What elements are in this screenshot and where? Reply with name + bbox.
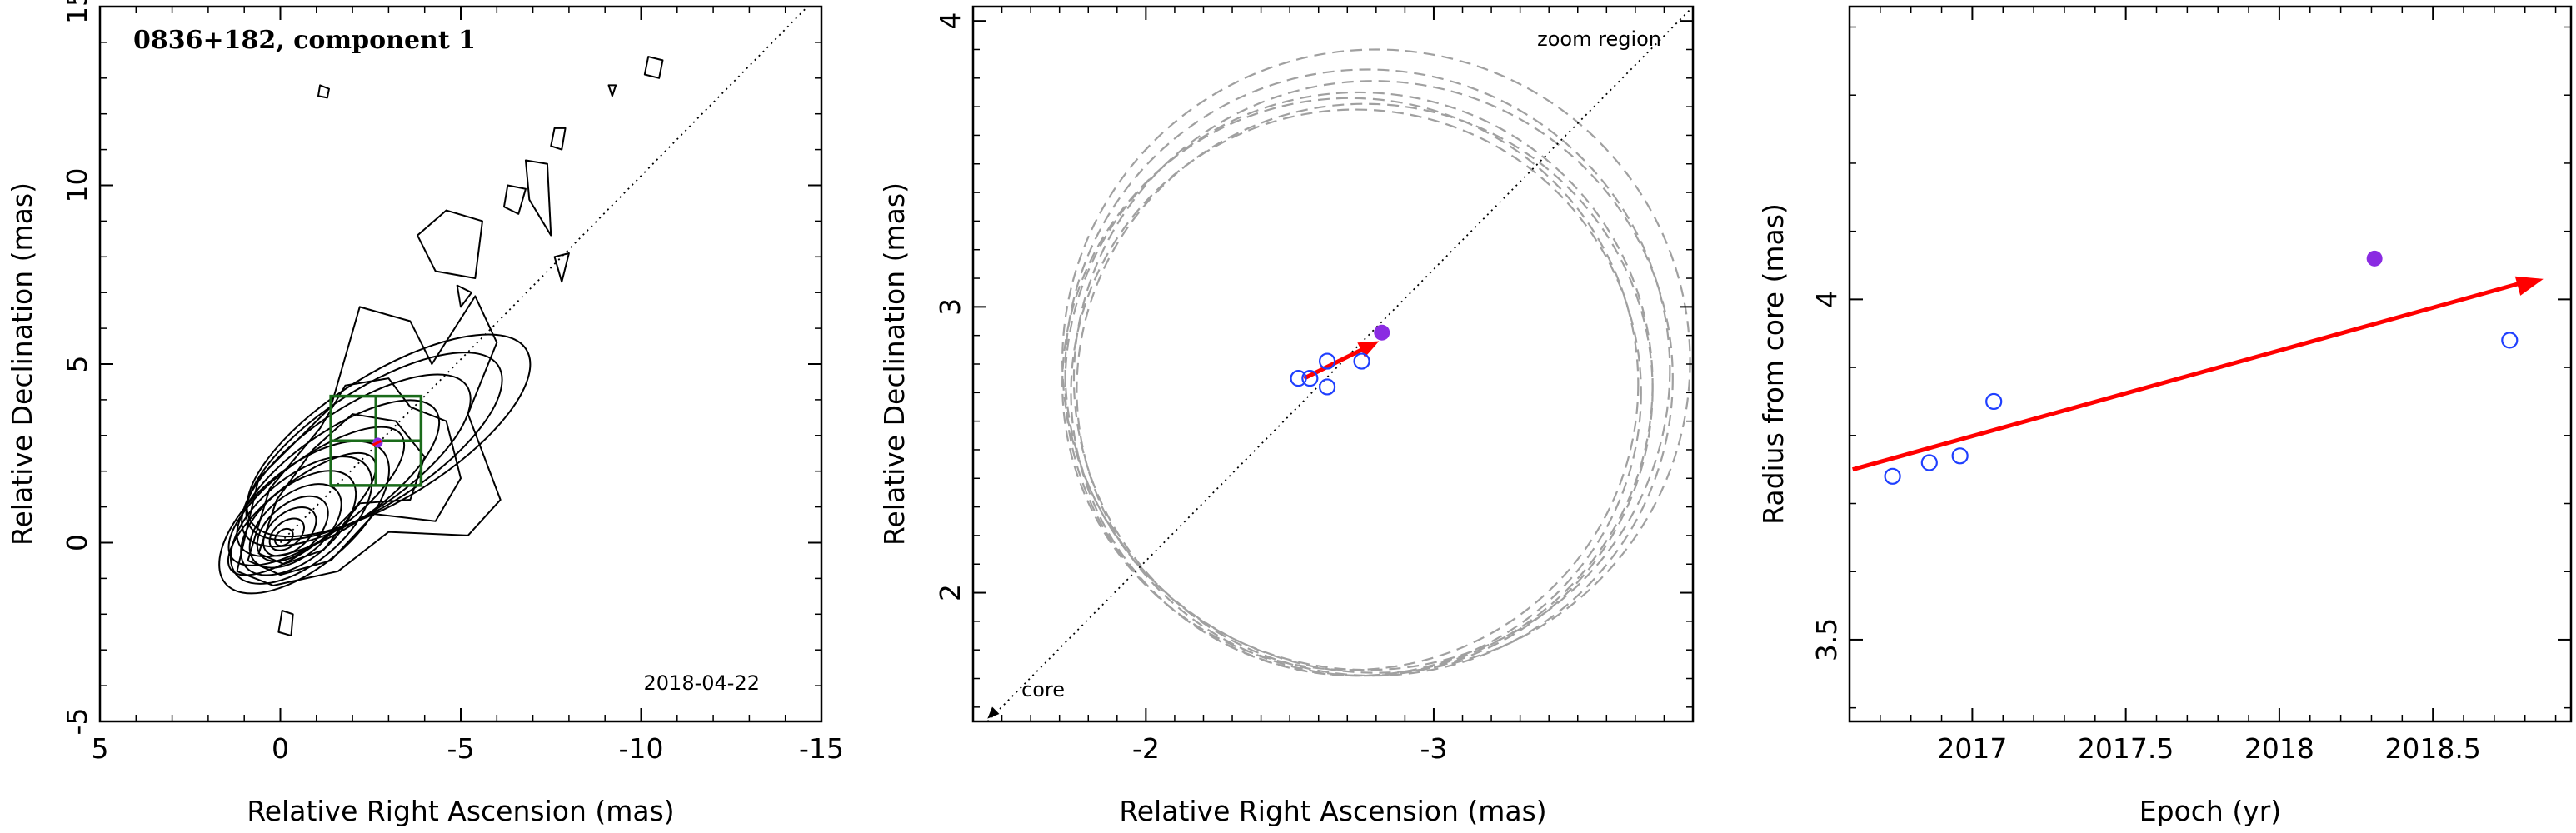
y-tick-label: 2: [934, 584, 966, 601]
contour-island: [550, 127, 567, 151]
x-tick-label: -2: [1132, 732, 1160, 765]
y-tick-label: 5: [61, 356, 93, 373]
position-point: [1290, 370, 1307, 387]
radius-point: [1951, 447, 1969, 465]
plot-frame: [1848, 5, 2573, 723]
uncertainty-circle: [1070, 108, 1642, 677]
zoom-panel: -2 -3 2 3 4 zoom region core Relative Right …: [878, 5, 1695, 827]
position-point: [1301, 370, 1319, 387]
x-tick-label: -5: [447, 732, 475, 765]
core-direction-label: core: [1021, 678, 1065, 701]
x-tick-label: 2017: [1937, 732, 2007, 765]
core-direction-arrowhead: [987, 706, 1000, 719]
epoch-date-label: 2018-04-22: [644, 671, 760, 695]
uncertainty-circle: [1064, 68, 1671, 671]
trend-arrowhead: [2514, 276, 2544, 296]
contour-map-panel: 5 0 -5 -10 -15 -5 0 5 10 15 0836+182, component 1…: [6, 0, 844, 827]
current-epoch-point: [1374, 324, 1390, 341]
x-tick-label: 2017.5: [2078, 732, 2174, 765]
x-tick-label: -3: [1420, 732, 1448, 765]
position-point: [1353, 352, 1370, 370]
contour-line: [262, 506, 317, 557]
contour-island: [643, 56, 664, 79]
y-tick-label: 3: [934, 298, 966, 316]
x-axis-label: Relative Right Ascension (mas): [1119, 795, 1546, 827]
contour-island: [502, 184, 527, 215]
radius-point: [1884, 467, 1901, 485]
radius-point: [1920, 454, 1938, 471]
x-tick-label: -15: [799, 732, 844, 765]
x-tick-label: 2018: [2244, 732, 2314, 765]
contour-line: [241, 373, 472, 548]
zoom-region-label: zoom region: [1537, 27, 1661, 51]
y-tick-label: 4: [1810, 291, 1843, 308]
contour-island: [277, 610, 294, 637]
jet-axis-line: [279, 7, 809, 544]
plot-frame: [98, 5, 823, 723]
contour-island: [317, 84, 330, 99]
uncertainty-circle: [1061, 48, 1691, 674]
contour-line: [245, 352, 503, 541]
x-tick-label: 0: [272, 732, 289, 765]
radius-point: [1985, 392, 2003, 411]
chart-title: 0836+182, component 1: [133, 26, 476, 55]
trend-line: [1852, 279, 2528, 472]
contour-line: [236, 295, 502, 586]
y-tick-label: 10: [61, 168, 93, 203]
radius-vs-epoch-panel: 2017 2017.5 2018 2018.5 3.5 4 Epoch (yr) Radi…: [1757, 5, 2573, 827]
x-axis-label: Relative Right Ascension (mas): [247, 795, 674, 827]
radius-point: [2501, 332, 2519, 349]
y-axis-label: Relative Declination (mas): [6, 182, 38, 546]
x-tick-label: 5: [92, 732, 109, 765]
uncertainty-circle: [1061, 97, 1640, 671]
contour-island: [417, 209, 483, 280]
y-tick-label: -5: [61, 708, 93, 736]
y-axis-label: Radius from core (mas): [1757, 203, 1790, 525]
contour-line: [247, 377, 462, 576]
y-tick-label: 0: [61, 534, 93, 551]
contour-island: [456, 284, 472, 308]
x-tick-label: -10: [619, 732, 664, 765]
position-point: [1318, 352, 1336, 370]
y-tick-label: 15: [61, 0, 93, 24]
contour-island: [607, 84, 617, 97]
contour-island: [524, 159, 552, 237]
y-axis-label: Relative Declination (mas): [878, 182, 911, 546]
motion-vector-line: [1303, 343, 1372, 381]
component-motion-vector: [372, 440, 382, 446]
current-epoch-point: [2366, 250, 2383, 267]
contour-line: [274, 527, 294, 547]
y-tick-label: 4: [934, 12, 966, 30]
contour-line: [257, 413, 426, 566]
contour-line: [229, 456, 373, 585]
position-point: [1318, 378, 1336, 396]
contour-map: [218, 56, 664, 637]
uncertainty-circle: [1064, 91, 1654, 677]
contour-line: [246, 333, 532, 538]
x-axis-label: Epoch (yr): [2139, 795, 2281, 827]
y-tick-label: 3.5: [1810, 618, 1843, 661]
contour-island: [553, 252, 570, 283]
jet-axis-line: [986, 7, 1693, 721]
x-tick-label: 2018.5: [2384, 732, 2480, 765]
uncertainty-circle: [1072, 80, 1674, 677]
